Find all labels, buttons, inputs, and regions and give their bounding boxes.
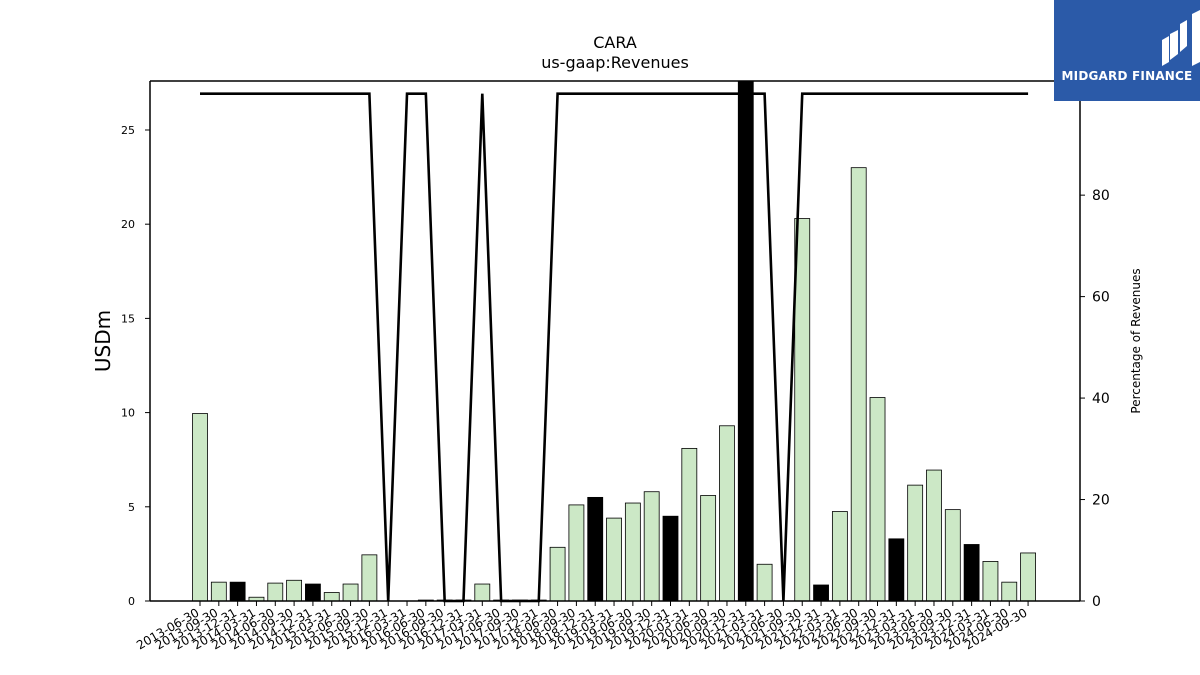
bar [568,504,585,602]
bar [229,581,246,602]
y2-tick-label: 80 [1092,188,1110,204]
bar [737,80,754,602]
brand-logo: MIDGARD FINANCE [1054,0,1200,101]
midgard-logo-icon [1162,10,1200,66]
bar [926,469,942,602]
y-tick-label: 15 [121,312,135,325]
bars-group [192,80,1036,602]
bar [286,579,303,602]
y2-tick-label: 0 [1092,594,1101,610]
bar [549,546,566,602]
bar [1020,552,1036,602]
y2-tick-label: 60 [1092,290,1110,306]
brand-name: MIDGARD FINANCE [1061,69,1193,83]
bar [192,413,208,602]
bar [831,511,848,602]
bar [267,582,284,602]
bar [813,584,829,602]
bar [323,592,340,602]
percentage-line [200,92,1029,603]
bar [944,509,961,602]
bar [888,538,905,602]
bar [756,563,773,602]
bar [681,447,698,602]
bar [624,502,641,602]
y-tick-label: 10 [121,407,135,420]
bar [850,167,867,602]
bar [719,425,735,602]
bar [907,484,924,602]
bar [643,491,660,602]
bar [700,495,717,602]
bar [982,561,999,602]
y2-tick-label: 40 [1092,391,1110,407]
chart-title: CARA [593,33,637,52]
bar [794,218,811,602]
y2-tick-label: 20 [1092,493,1110,509]
y-axis-label: USDm [91,310,115,372]
bar [963,544,980,602]
y-tick-label: 20 [121,218,135,231]
y-tick-label: 5 [128,501,135,514]
bar [662,515,679,602]
percentage-line-group [200,92,1029,603]
y2-axis-label: Percentage of Revenues [1129,268,1143,413]
bar [869,397,886,602]
y-tick-label: 25 [121,124,135,137]
chart-subtitle: us-gaap:Revenues [541,53,689,72]
bar [587,496,604,602]
bar [474,583,491,602]
bar [305,583,321,602]
y-tick-label: 0 [128,595,135,608]
bar [606,517,622,602]
bar [342,583,359,602]
bar [210,581,227,602]
bar [1001,581,1018,602]
bar [361,554,378,602]
